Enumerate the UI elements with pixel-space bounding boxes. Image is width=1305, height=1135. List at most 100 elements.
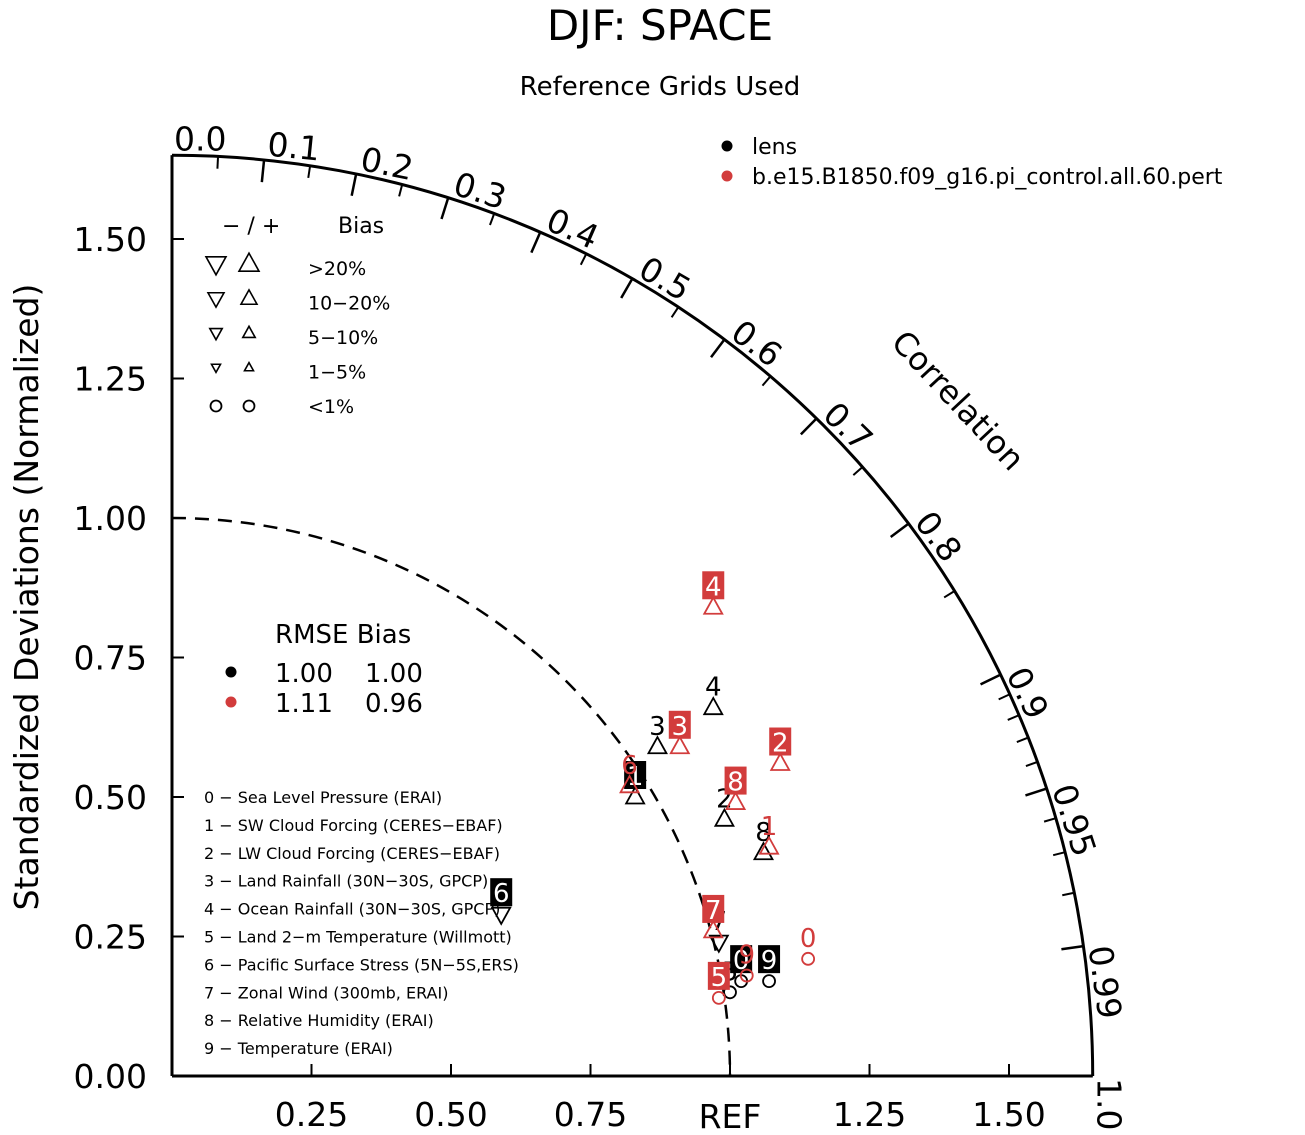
correlation-tick-mark bbox=[579, 253, 588, 266]
y-tick-label: 0.50 bbox=[74, 778, 147, 817]
bias-legend-signs: − / + bbox=[222, 214, 280, 239]
correlation-tick-mark bbox=[889, 522, 910, 538]
correlation-label: 0.6 bbox=[724, 312, 789, 375]
correlation-tick-mark bbox=[1025, 760, 1038, 768]
data-point-marker bbox=[702, 696, 724, 716]
variable-list-item: 8 − Relative Humidity (ERAI) bbox=[204, 1011, 434, 1030]
data-point-label: 6 bbox=[621, 751, 638, 781]
correlation-label: 0.8 bbox=[907, 504, 970, 569]
correlation-label: 0.7 bbox=[816, 394, 881, 459]
bias-legend-up-triangle bbox=[239, 288, 259, 306]
data-point-label-box bbox=[707, 961, 730, 990]
bias-legend-label: >20% bbox=[308, 258, 366, 280]
data-point-label: 5 bbox=[711, 963, 728, 993]
data-point-label-box bbox=[702, 894, 725, 923]
correlation-tick-mark bbox=[350, 173, 358, 197]
chart-subtitle: Reference Grids Used bbox=[520, 72, 801, 102]
data-point-label: 9 bbox=[738, 941, 755, 971]
correlation-tick-mark bbox=[216, 156, 220, 169]
data-point-marker bbox=[723, 985, 737, 1000]
data-point-label: 1 bbox=[761, 812, 778, 842]
y-tick-label: 0.00 bbox=[74, 1057, 147, 1096]
data-point-marker bbox=[646, 735, 668, 755]
x-tick-label: 0.50 bbox=[414, 1095, 487, 1134]
data-point-marker bbox=[708, 934, 730, 954]
data-point-label: 6 bbox=[493, 879, 510, 909]
bias-legend-label: 5−10% bbox=[308, 327, 378, 349]
y-tick-label: 1.50 bbox=[74, 220, 147, 259]
data-point-label: 3 bbox=[649, 712, 666, 742]
data-point-label-box bbox=[724, 766, 747, 795]
correlation-label: 0.3 bbox=[449, 164, 511, 217]
data-point-marker bbox=[801, 951, 816, 966]
correlation-tick-mark bbox=[1025, 787, 1048, 797]
variable-list-item: 7 − Zonal Wind (300mb, ERAI) bbox=[204, 983, 448, 1002]
variable-list-item: 0 − Sea Level Pressure (ERAI) bbox=[204, 788, 442, 807]
correlation-tick-mark bbox=[998, 693, 1011, 701]
data-point-label-box bbox=[758, 945, 781, 974]
data-point-label: 0 bbox=[800, 924, 817, 954]
data-point-marker bbox=[669, 735, 691, 755]
variable-list-item: 1 − SW Cloud Forcing (CERES−EBAF) bbox=[204, 816, 503, 835]
bias-legend-up-triangle bbox=[237, 251, 261, 273]
data-point-marker bbox=[752, 841, 775, 861]
rmse-table-dot bbox=[225, 666, 237, 678]
correlation-tick-mark bbox=[1062, 891, 1075, 897]
correlation-axis-label: Correlation bbox=[884, 323, 1032, 478]
data-point-label: 1 bbox=[627, 762, 644, 792]
bias-legend-down-triangle bbox=[208, 327, 224, 342]
bias-legend-label: 1−5% bbox=[308, 362, 366, 384]
variable-list-item: 2 − LW Cloud Forcing (CERES−EBAF) bbox=[204, 844, 500, 863]
correlation-tick-mark bbox=[1052, 851, 1066, 857]
y-tick-label: 1.25 bbox=[74, 360, 147, 399]
bias-legend-down-triangle bbox=[210, 363, 222, 375]
y-tick-label: 0.25 bbox=[74, 918, 147, 957]
legend-model-name: lens bbox=[752, 135, 797, 160]
data-point-marker bbox=[739, 968, 754, 983]
data-point-label: 8 bbox=[727, 768, 744, 798]
data-point-marker bbox=[725, 791, 747, 810]
correlation-tick-mark bbox=[398, 184, 404, 197]
rmse-table-bias: 0.96 bbox=[365, 689, 423, 719]
correlation-tick-mark bbox=[530, 231, 542, 254]
correlation-label: 0.1 bbox=[266, 125, 322, 169]
correlation-label: 0.95 bbox=[1044, 779, 1104, 861]
plot-area: 0.25 0.50 0.75 1.25 1.500.000.250.500.751.00… bbox=[74, 120, 1223, 1134]
data-point-marker bbox=[619, 774, 641, 794]
correlation-tick-mark bbox=[307, 165, 312, 179]
data-point-label: 9 bbox=[761, 946, 778, 976]
rmse-table-rmse: 1.00 bbox=[275, 659, 333, 689]
data-point-label-box bbox=[769, 727, 792, 756]
correlation-tick-mark bbox=[670, 306, 680, 318]
data-point-marker bbox=[758, 835, 780, 855]
rmse-table-bias: 1.00 bbox=[365, 659, 423, 689]
variable-list-item: 6 − Pacific Surface Stress (5N−5S,ERS) bbox=[204, 955, 519, 974]
legend-model-name: b.e15.B1850.f09_g16.pi_control.all.60.pe… bbox=[752, 165, 1223, 190]
data-point-label: 0 bbox=[733, 946, 750, 976]
bias-legend-up-triangle bbox=[241, 324, 257, 339]
ref-label: REF bbox=[699, 1097, 762, 1135]
variable-list-item: 5 − Land 2−m Temperature (Willmott) bbox=[204, 928, 512, 947]
correlation-tick-mark bbox=[1061, 944, 1084, 951]
correlation-label: 0.2 bbox=[357, 139, 416, 188]
correlation-tick-mark bbox=[710, 338, 726, 359]
bias-legend-label: 10−20% bbox=[308, 293, 390, 315]
bias-legend-header: Bias bbox=[338, 214, 384, 239]
bias-legend-circle bbox=[242, 399, 256, 413]
correlation-tick-mark bbox=[489, 213, 496, 226]
data-point-marker bbox=[711, 990, 726, 1005]
x-tick-label: 0.25 bbox=[275, 1095, 348, 1134]
correlation-tick-mark bbox=[852, 466, 864, 476]
data-point-marker bbox=[624, 785, 646, 805]
bias-legend-circle bbox=[209, 399, 223, 413]
data-point-label-box bbox=[702, 571, 725, 600]
correlation-tick-mark bbox=[943, 590, 956, 599]
variable-list-item: 4 − Ocean Rainfall (30N−30S, GPCP) bbox=[204, 900, 500, 919]
data-point-label-box bbox=[730, 945, 753, 974]
data-point-label-box bbox=[668, 710, 691, 739]
data-point-label: 7 bbox=[705, 896, 722, 926]
data-point-label: 3 bbox=[672, 712, 689, 742]
data-point-marker bbox=[702, 919, 724, 939]
x-tick-label: 1.50 bbox=[972, 1095, 1045, 1134]
